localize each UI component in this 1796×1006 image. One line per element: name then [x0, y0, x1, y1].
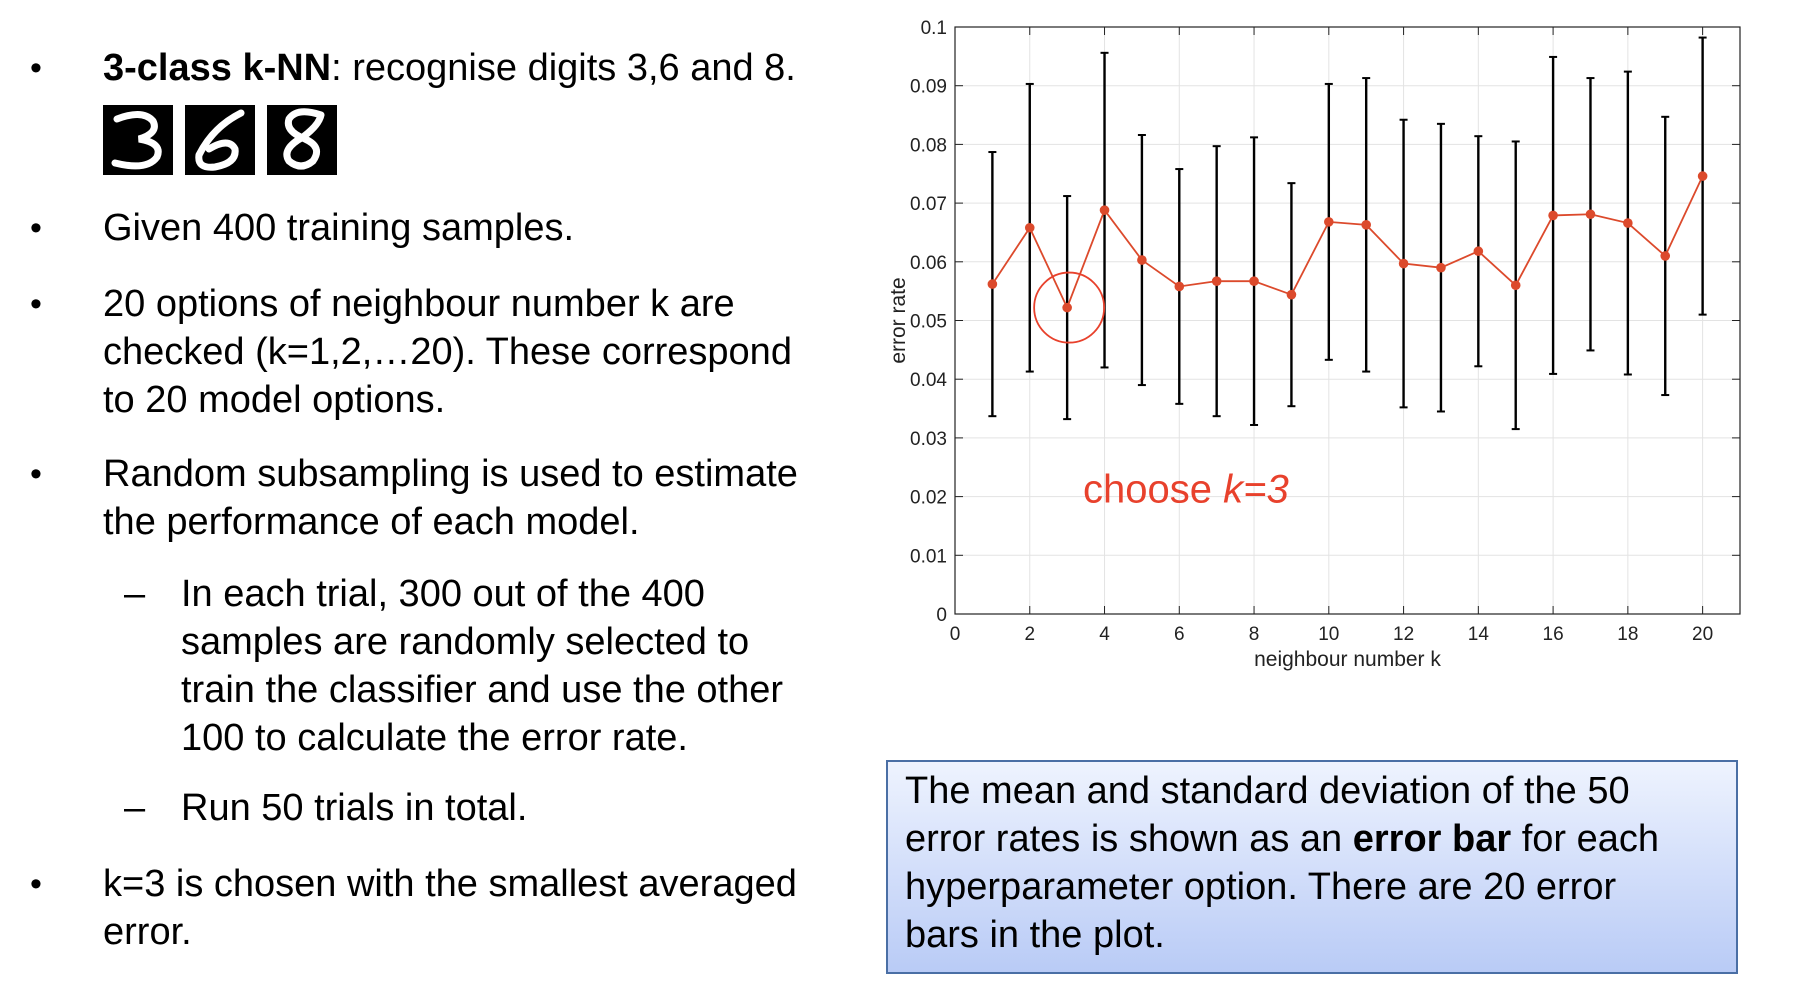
- bullet-text: Given 400 training samples.: [103, 207, 575, 249]
- data-point: [1174, 281, 1185, 292]
- x-tick-label: 2: [1024, 624, 1035, 645]
- data-point: [1548, 210, 1558, 221]
- y-tick-label: 0.02: [910, 488, 947, 509]
- callout-line: error rates is shown as an error bar for…: [905, 818, 1659, 861]
- x-tick-label: 20: [1692, 624, 1713, 645]
- axis-ticks: 0 0.01 0.02 0.03 0.04 0.05 0.06 0.07 0.08 0.09 0.1…: [910, 18, 1740, 645]
- callout-line: bars in the plot.: [905, 914, 1165, 956]
- data-point: [1697, 171, 1708, 181]
- dash-symbol: –: [124, 573, 146, 615]
- y-tick-label: 0: [936, 605, 947, 626]
- bullet-symbol: •: [30, 865, 42, 903]
- y-tick-label: 0.1: [921, 18, 947, 39]
- callout-text: for each: [1511, 818, 1660, 860]
- sub-bullet-line: In each trial, 300 out of the 400: [181, 573, 705, 615]
- bullet-line: to 20 model options.: [103, 379, 446, 421]
- bullet-line: checked (k=1,2,…20). These correspond: [103, 331, 792, 373]
- sub-bullet-line: samples are randomly selected to: [181, 621, 750, 663]
- bullet-list: • 3-class k-NN: recognise digits 3,6 and…: [0, 0, 860, 1006]
- data-point: [1398, 258, 1409, 269]
- callout-bold-text: error bar: [1352, 818, 1512, 860]
- bullet-line: k=3 is chosen with the smallest averaged: [103, 863, 797, 905]
- data-point: [1660, 251, 1671, 261]
- data-point: [1024, 222, 1035, 233]
- x-tick-label: 6: [1174, 624, 1185, 645]
- choose-k-annotation: choose k=3: [1083, 467, 1289, 511]
- data-point: [1623, 218, 1633, 228]
- callout-line: The mean and standard deviation of the 5…: [905, 770, 1630, 812]
- bullet-symbol: •: [30, 209, 42, 247]
- data-point: [1211, 276, 1222, 286]
- annotation-text: choose: [1083, 467, 1223, 511]
- x-tick-label: 0: [950, 624, 961, 645]
- y-tick-label: 0.04: [910, 370, 947, 391]
- data-point: [1099, 205, 1110, 215]
- bullet-symbol: •: [30, 49, 42, 87]
- bullet-line: the performance of each model.: [103, 501, 640, 543]
- bullet-line: 20 options of neighbour number k are: [103, 283, 735, 325]
- sub-bullet-line: 100 to calculate the error rate.: [181, 717, 688, 759]
- bullet-line: Random subsampling is used to estimate: [103, 453, 798, 495]
- highlight-circle: [1033, 271, 1106, 344]
- data-point: [1249, 276, 1259, 286]
- data-point: [1585, 209, 1596, 220]
- data-point: [1286, 289, 1297, 300]
- x-tick-label: 14: [1468, 624, 1490, 645]
- chart-grid: [954, 26, 1740, 615]
- data-point: [1324, 217, 1334, 227]
- bullet-text: : recognise digits 3,6 and 8.: [331, 47, 796, 89]
- x-tick-label: 18: [1617, 624, 1638, 645]
- x-tick-label: 4: [1099, 624, 1110, 645]
- data-point: [1436, 262, 1446, 273]
- x-tick-label: 16: [1543, 624, 1564, 645]
- y-tick-label: 0.05: [910, 312, 947, 333]
- y-tick-label: 0.01: [910, 546, 947, 567]
- error-bar-chart: 0 0.01 0.02 0.03 0.04 0.05 0.06 0.07 0.08 0.09 0.1…: [887, 18, 1741, 671]
- x-tick-label: 12: [1393, 624, 1414, 645]
- y-axis-label: error rate: [887, 277, 910, 363]
- data-point: [1361, 220, 1371, 230]
- data-point: [1137, 255, 1147, 265]
- data-point: [1473, 246, 1484, 257]
- x-tick-label: 8: [1249, 624, 1260, 645]
- bullet-symbol: •: [30, 455, 42, 493]
- annotation-italic-text: k=3: [1223, 467, 1289, 511]
- mean-points: [987, 171, 1708, 313]
- mean-error-line: [991, 175, 1704, 310]
- digit-samples: [103, 105, 353, 175]
- bullet-line: error.: [103, 911, 192, 953]
- digit-image-8: [267, 105, 337, 175]
- x-axis-label: neighbour number k: [1254, 648, 1441, 671]
- x-tick-label: 10: [1318, 624, 1339, 645]
- error-bar-callout: The mean and standard deviation of the 5…: [886, 760, 1738, 974]
- callout-text: error rates is shown as an: [905, 818, 1353, 860]
- y-tick-label: 0.07: [910, 194, 947, 215]
- dash-symbol: –: [124, 787, 146, 829]
- bullet-bold-text: 3-class k-NN: [103, 47, 332, 89]
- y-tick-label: 0.03: [910, 429, 947, 450]
- bullet-symbol: •: [30, 285, 42, 323]
- callout-line: hyperparameter option. There are 20 erro…: [905, 866, 1617, 908]
- y-tick-label: 0.08: [910, 135, 947, 156]
- sub-bullet-line: Run 50 trials in total.: [181, 787, 528, 829]
- data-point: [1062, 302, 1072, 313]
- y-tick-label: 0.06: [910, 253, 947, 274]
- sub-bullet-line: train the classifier and use the other: [181, 669, 784, 711]
- digit-image-3: [103, 105, 173, 175]
- data-point: [987, 279, 998, 289]
- digit-image-6: [185, 105, 255, 175]
- data-point: [1510, 280, 1521, 291]
- y-tick-label: 0.09: [910, 77, 947, 98]
